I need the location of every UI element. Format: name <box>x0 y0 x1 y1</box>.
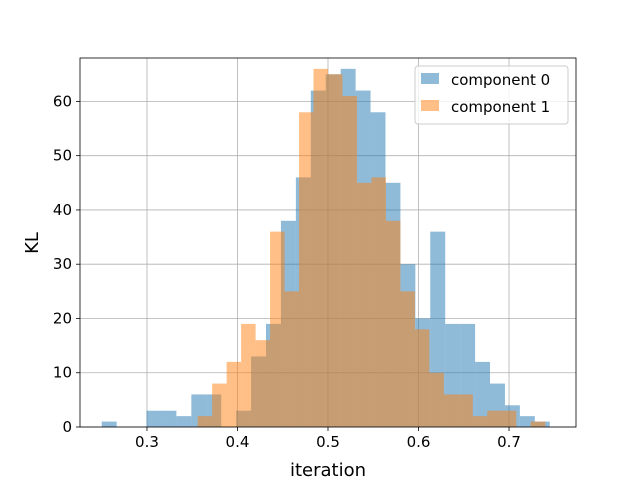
y-tick-label: 10 <box>53 364 72 382</box>
axis-ticks: 0.3 0.4 0.5 0.6 0.7 0 10 20 30 40 50 60 <box>53 92 521 451</box>
histogram-bar-component-1 <box>443 394 459 427</box>
histogram-bar-component-1 <box>212 383 227 427</box>
histogram-bar-component-1 <box>197 416 213 427</box>
histogram-bar-component-1 <box>429 372 444 427</box>
legend-label-component-0: component 0 <box>451 71 550 89</box>
histogram-bar-component-0 <box>519 416 535 427</box>
histogram-bar-component-1 <box>530 421 546 427</box>
histogram-bar-component-1 <box>400 291 415 427</box>
histogram-bar-component-1 <box>255 340 271 427</box>
histogram-bar-component-1 <box>487 410 502 427</box>
legend-label-component-1: component 1 <box>451 98 550 116</box>
histogram-bar-component-1 <box>328 74 343 427</box>
histogram-bar-component-1 <box>385 220 401 427</box>
histogram-bar-component-1 <box>458 394 473 427</box>
histogram-bar-component-0 <box>146 410 162 427</box>
y-axis-title: KL <box>22 232 43 254</box>
x-tick-label: 0.5 <box>316 433 340 451</box>
y-tick-label: 20 <box>53 309 72 327</box>
histogram-bar-component-0 <box>475 361 491 427</box>
y-tick-label: 40 <box>53 201 72 219</box>
histogram-bar-component-0 <box>176 416 192 427</box>
histogram-bar-component-1 <box>299 112 314 427</box>
legend: component 0 component 1 <box>414 65 569 125</box>
histogram-bars <box>101 68 550 428</box>
y-tick-label: 50 <box>53 147 72 165</box>
histogram-bar-component-0 <box>161 410 177 427</box>
x-tick-label: 0.6 <box>407 433 431 451</box>
histogram-bar-component-1 <box>342 95 357 427</box>
histogram-bar-component-1 <box>501 410 517 427</box>
legend-swatch-component-0 <box>421 73 439 84</box>
y-tick-label: 0 <box>62 418 72 436</box>
legend-frame <box>414 65 569 125</box>
y-tick-label: 30 <box>53 255 72 273</box>
y-tick-label: 60 <box>53 92 72 110</box>
legend-swatch-component-1 <box>421 100 439 111</box>
histogram-bar-component-1 <box>284 291 300 427</box>
histogram-bar-component-1 <box>270 231 285 427</box>
histogram-bar-component-1 <box>356 182 372 427</box>
histogram-bar-component-1 <box>371 177 386 427</box>
histogram-bar-component-1 <box>313 68 328 428</box>
x-tick-label: 0.3 <box>135 433 159 451</box>
x-axis-title: iteration <box>290 460 366 480</box>
histogram-bar-component-1 <box>472 416 488 427</box>
histogram-bar-component-1 <box>241 323 256 427</box>
x-tick-label: 0.7 <box>497 433 521 451</box>
histogram-bar-component-1 <box>414 329 430 427</box>
x-tick-label: 0.4 <box>226 433 250 451</box>
histogram-bar-component-0 <box>101 421 117 427</box>
histogram-bar-component-1 <box>226 361 242 427</box>
